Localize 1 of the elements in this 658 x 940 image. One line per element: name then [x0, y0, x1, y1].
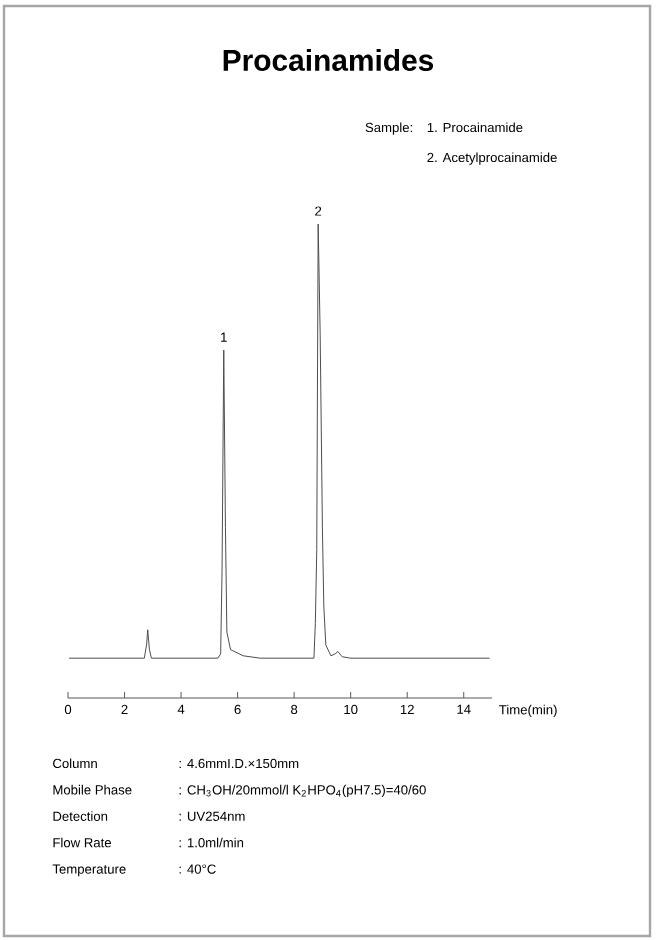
chart-title: Procainamides [223, 49, 434, 71]
